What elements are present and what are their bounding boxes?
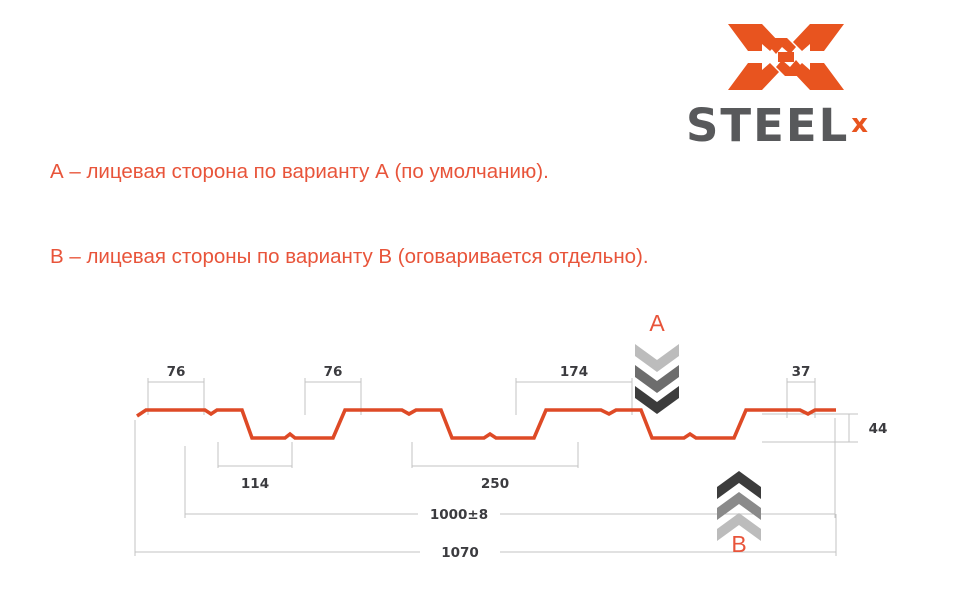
- steelx-x-mark-icon: [726, 18, 846, 96]
- profile-technical-drawing: 76 76 174 37 114 250 44 1000±8 1070 A B: [0, 296, 970, 576]
- caption-variant-a: А – лицевая сторона по варианту А (по ум…: [50, 160, 549, 183]
- dim-label-76-mid: 76: [324, 364, 343, 380]
- dim-label-114: 114: [241, 476, 269, 492]
- steelx-wordmark: STEEL x: [686, 102, 914, 148]
- chevron-up-stack-icon: [717, 471, 761, 541]
- chevron-down-stack-icon: [635, 344, 679, 414]
- sheet-profile-line: [136, 408, 836, 440]
- logo-word: STEEL: [686, 99, 850, 152]
- dim-label-44: 44: [869, 421, 888, 437]
- logo-suffix: x: [851, 109, 869, 139]
- dim-label-1070: 1070: [441, 545, 479, 561]
- marker-letter-a: A: [649, 310, 665, 336]
- dim-label-37: 37: [792, 364, 811, 380]
- dim-label-76-left: 76: [167, 364, 186, 380]
- steelx-logo: STEEL x: [686, 18, 914, 148]
- dim-label-174: 174: [560, 364, 588, 380]
- marker-letter-b: B: [731, 531, 746, 557]
- dim-label-1000: 1000±8: [430, 507, 488, 523]
- caption-variant-b: В – лицевая стороны по варианту В (огова…: [50, 245, 649, 268]
- dim-label-250: 250: [481, 476, 509, 492]
